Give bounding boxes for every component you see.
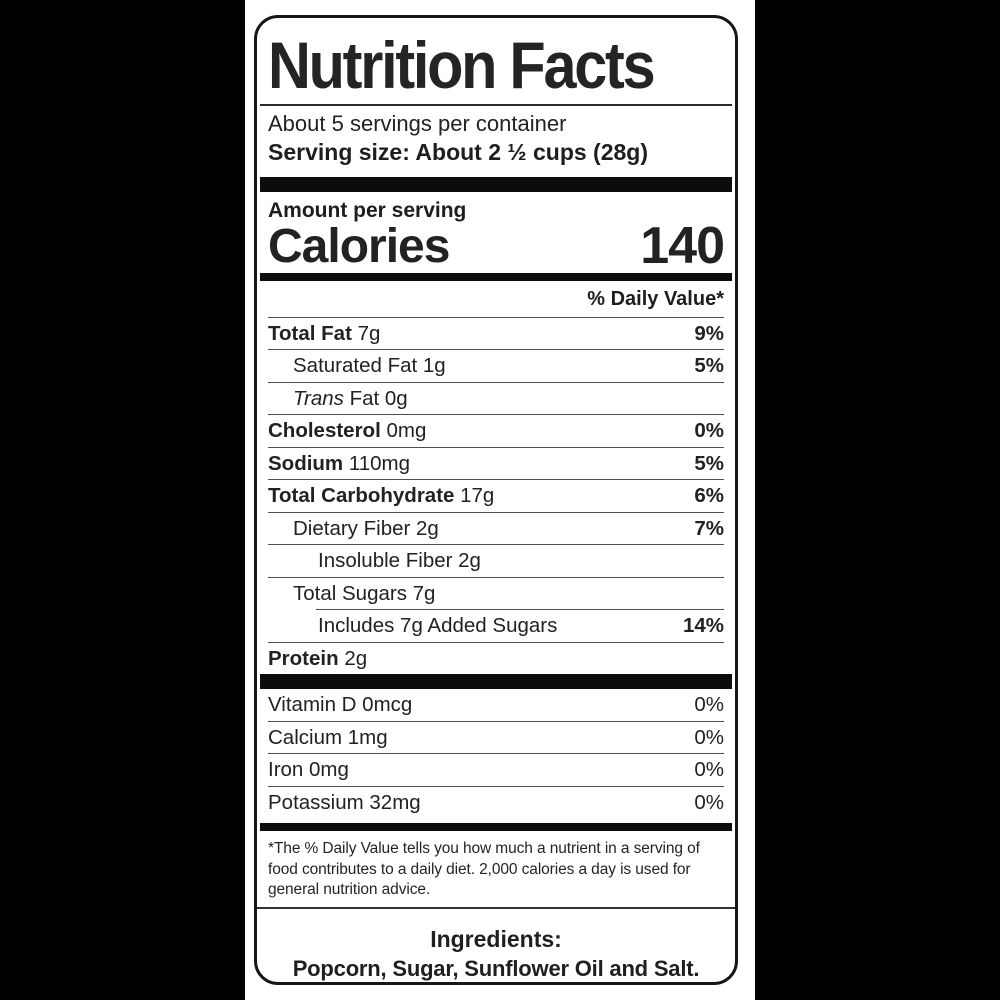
nutrient-row: Protein 2g bbox=[268, 641, 724, 675]
daily-value-header: % Daily Value* bbox=[268, 281, 724, 318]
amount-per-serving-label: Amount per serving bbox=[268, 198, 467, 222]
nutrient-name: Sodium 110mg bbox=[268, 451, 411, 475]
nutrient-name: Includes 7g Added Sugars bbox=[318, 614, 558, 637]
nutrient-row: Saturated Fat 1g 5% bbox=[268, 349, 724, 382]
nutrient-row: Trans Fat 0g bbox=[268, 381, 724, 415]
nutrient-name: Trans Fat 0g bbox=[293, 386, 408, 410]
separator-bar-medium bbox=[260, 272, 732, 281]
calories-label: Calories bbox=[268, 219, 450, 273]
nutrient-name: Saturated Fat 1g bbox=[293, 354, 446, 377]
daily-value-percent: 0% bbox=[694, 758, 724, 781]
daily-value-percent: 0% bbox=[694, 790, 724, 814]
label-background: Nutrition Facts About 5 servings per con… bbox=[245, 0, 755, 1000]
servings-per-container: About 5 servings per container bbox=[268, 111, 567, 137]
nutrient-row: Total Carbohydrate 17g 6% bbox=[268, 479, 724, 512]
nutrient-name: Protein 2g bbox=[268, 646, 368, 670]
daily-value-percent: 14% bbox=[682, 614, 724, 637]
nutrient-row: Total Fat 7g 9% bbox=[268, 318, 724, 350]
daily-value-percent: 9% bbox=[694, 321, 724, 345]
nutrient-name: Potassium 32mg bbox=[268, 790, 421, 814]
nutrient-name: Total Fat 7g bbox=[268, 321, 381, 345]
separator-bar-thick-middle bbox=[260, 674, 732, 689]
daily-value-percent: 0% bbox=[694, 725, 724, 749]
vitamin-row: Vitamin D 0mcg 0% bbox=[268, 689, 724, 721]
vitamin-row: Potassium 32mg 0% bbox=[268, 785, 724, 819]
nutrient-row: Dietary Fiber 2g 7% bbox=[268, 511, 724, 545]
daily-value-footnote: *The % Daily Value tells you how much a … bbox=[268, 831, 724, 907]
nutrient-name: Dietary Fiber 2g bbox=[293, 516, 439, 540]
daily-value-percent: 0% bbox=[694, 419, 724, 442]
nutrient-name: Vitamin D 0mcg bbox=[268, 693, 413, 716]
daily-value-percent: 5% bbox=[694, 451, 724, 475]
separator-bar-medium-bottom bbox=[260, 823, 732, 831]
nutrient-name: Iron 0mg bbox=[268, 758, 349, 781]
nutrition-facts-label: Nutrition Facts About 5 servings per con… bbox=[254, 15, 738, 985]
ingredients-list: Popcorn, Sugar, Sunflower Oil and Salt. bbox=[292, 956, 700, 982]
daily-value-percent: 7% bbox=[694, 516, 724, 540]
ingredients-title: Ingredients: bbox=[430, 926, 562, 953]
footnote-line: food contributes to a daily diet. 2,000 … bbox=[268, 860, 691, 878]
nutrient-name: Total Carbohydrate 17g bbox=[268, 484, 495, 507]
nutrient-row: Total Sugars 7g bbox=[268, 576, 724, 610]
nutrient-rows: Total Fat 7g 9% Saturated Fat 1g 5% Trans Fa… bbox=[268, 318, 724, 675]
nutrient-name: Insoluble Fiber 2g bbox=[318, 549, 481, 572]
title-divider bbox=[260, 103, 732, 107]
daily-value-percent: 5% bbox=[694, 354, 724, 377]
separator-bar-thick-top bbox=[260, 176, 732, 192]
ingredients-divider bbox=[257, 906, 735, 910]
footnote-line: *The % Daily Value tells you how much a … bbox=[268, 840, 700, 857]
nutrient-row: Cholesterol 0mg 0% bbox=[268, 414, 724, 447]
nutrient-name: Cholesterol 0mg bbox=[268, 419, 427, 442]
label-title: Nutrition Facts bbox=[268, 28, 656, 102]
nutrient-name: Calcium 1mg bbox=[268, 725, 388, 749]
vitamin-row: Iron 0mg 0% bbox=[268, 753, 724, 786]
vitamin-row: Calcium 1mg 0% bbox=[268, 720, 724, 754]
daily-value-percent: 0% bbox=[694, 693, 724, 716]
nutrient-row: Insoluble Fiber 2g bbox=[268, 544, 724, 577]
footnote-line: general nutrition advice. bbox=[268, 881, 431, 899]
calories-row: Calories 140 bbox=[268, 216, 725, 275]
nutrient-row: Sodium 110mg 5% bbox=[268, 446, 724, 480]
nutrient-row: Includes 7g Added Sugars 14% bbox=[316, 609, 724, 642]
vitamin-rows: Vitamin D 0mcg 0% Calcium 1mg 0% Iron 0mg 0% P… bbox=[268, 689, 724, 818]
serving-size: Serving size: About 2 ½ cups (28g) bbox=[268, 139, 649, 166]
daily-value-percent: 6% bbox=[694, 484, 724, 507]
ingredients-section: Ingredients: Popcorn, Sugar, Sunflower O… bbox=[268, 909, 724, 983]
nutrient-name: Total Sugars 7g bbox=[293, 581, 436, 605]
calories-value: 140 bbox=[640, 216, 725, 275]
